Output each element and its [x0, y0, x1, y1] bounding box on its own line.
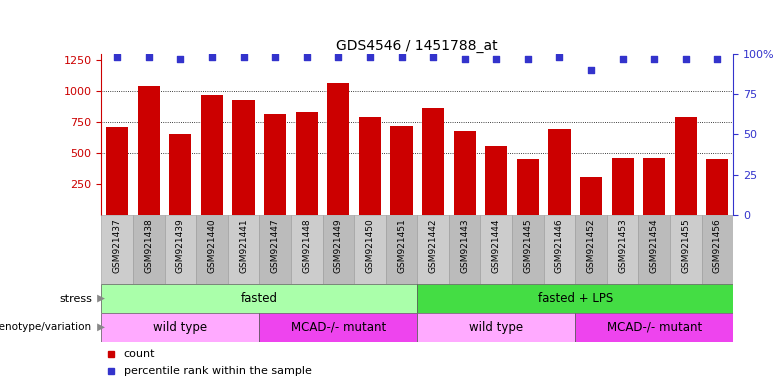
Text: GSM921442: GSM921442: [428, 218, 438, 273]
Text: GSM921446: GSM921446: [555, 218, 564, 273]
Bar: [101, 284, 417, 313]
Text: wild type: wild type: [154, 321, 207, 334]
Text: percentile rank within the sample: percentile rank within the sample: [123, 366, 311, 376]
Text: GSM921445: GSM921445: [523, 218, 533, 273]
Point: [553, 54, 566, 60]
Text: genotype/variation: genotype/variation: [0, 322, 92, 333]
Bar: [639, 215, 670, 284]
Bar: [417, 313, 576, 342]
Text: GSM921456: GSM921456: [713, 218, 722, 273]
Point: [332, 54, 345, 60]
Bar: [454, 131, 476, 215]
Bar: [385, 215, 417, 284]
Point: [585, 67, 597, 73]
Point: [459, 56, 471, 62]
Point: [237, 54, 250, 60]
Point: [395, 54, 408, 60]
Text: GSM921444: GSM921444: [491, 218, 501, 273]
Text: GSM921452: GSM921452: [587, 218, 596, 273]
Text: GSM921443: GSM921443: [460, 218, 470, 273]
Text: GSM921450: GSM921450: [365, 218, 374, 273]
Bar: [449, 215, 480, 284]
Text: GSM921441: GSM921441: [239, 218, 248, 273]
Bar: [197, 215, 228, 284]
Bar: [422, 108, 444, 215]
Text: stress: stress: [59, 293, 92, 304]
Text: GSM921453: GSM921453: [618, 218, 627, 273]
Bar: [169, 134, 191, 215]
Bar: [106, 127, 128, 215]
Bar: [417, 284, 733, 313]
Bar: [354, 215, 385, 284]
Bar: [101, 215, 133, 284]
Point: [269, 54, 282, 60]
Bar: [580, 177, 602, 215]
Point: [522, 56, 534, 62]
Point: [174, 56, 186, 62]
Point: [679, 56, 692, 62]
Bar: [544, 215, 576, 284]
Bar: [391, 126, 413, 215]
Point: [363, 54, 376, 60]
Text: GSM921449: GSM921449: [334, 218, 343, 273]
Bar: [291, 215, 323, 284]
Text: MCAD-/- mutant: MCAD-/- mutant: [291, 321, 386, 334]
Text: GSM921438: GSM921438: [144, 218, 154, 273]
Bar: [670, 215, 702, 284]
Bar: [512, 215, 544, 284]
Bar: [417, 215, 449, 284]
Bar: [644, 158, 665, 215]
Bar: [232, 100, 254, 215]
Bar: [101, 313, 259, 342]
Point: [648, 56, 661, 62]
Bar: [138, 86, 160, 215]
Bar: [323, 215, 354, 284]
Point: [111, 54, 123, 60]
Point: [490, 56, 502, 62]
Text: GSM921455: GSM921455: [681, 218, 690, 273]
Text: GSM921454: GSM921454: [650, 218, 659, 273]
Bar: [702, 215, 733, 284]
Bar: [165, 215, 197, 284]
Text: GSM921439: GSM921439: [176, 218, 185, 273]
Point: [300, 54, 313, 60]
Bar: [517, 159, 539, 215]
Point: [616, 56, 629, 62]
Text: GSM921451: GSM921451: [397, 218, 406, 273]
Bar: [480, 215, 512, 284]
Bar: [612, 158, 633, 215]
Bar: [707, 159, 729, 215]
Text: wild type: wild type: [470, 321, 523, 334]
Text: fasted + LPS: fasted + LPS: [537, 292, 613, 305]
Bar: [296, 112, 317, 215]
Bar: [548, 129, 570, 215]
Point: [143, 54, 155, 60]
Bar: [485, 146, 507, 215]
Text: GSM921440: GSM921440: [207, 218, 217, 273]
Text: fasted: fasted: [241, 292, 278, 305]
Bar: [228, 215, 259, 284]
Point: [206, 54, 218, 60]
Bar: [259, 313, 417, 342]
Text: GSM921448: GSM921448: [302, 218, 311, 273]
Point: [711, 56, 724, 62]
Text: count: count: [123, 349, 155, 359]
Title: GDS4546 / 1451788_at: GDS4546 / 1451788_at: [336, 39, 498, 53]
Point: [427, 54, 439, 60]
Bar: [607, 215, 639, 284]
Bar: [576, 215, 607, 284]
Text: MCAD-/- mutant: MCAD-/- mutant: [607, 321, 702, 334]
Text: GSM921437: GSM921437: [112, 218, 122, 273]
Text: GSM921447: GSM921447: [271, 218, 280, 273]
Bar: [259, 215, 291, 284]
Bar: [359, 117, 381, 215]
Bar: [328, 83, 349, 215]
Bar: [675, 117, 697, 215]
Bar: [133, 215, 165, 284]
Bar: [576, 313, 733, 342]
Bar: [264, 114, 286, 215]
Bar: [201, 95, 223, 215]
